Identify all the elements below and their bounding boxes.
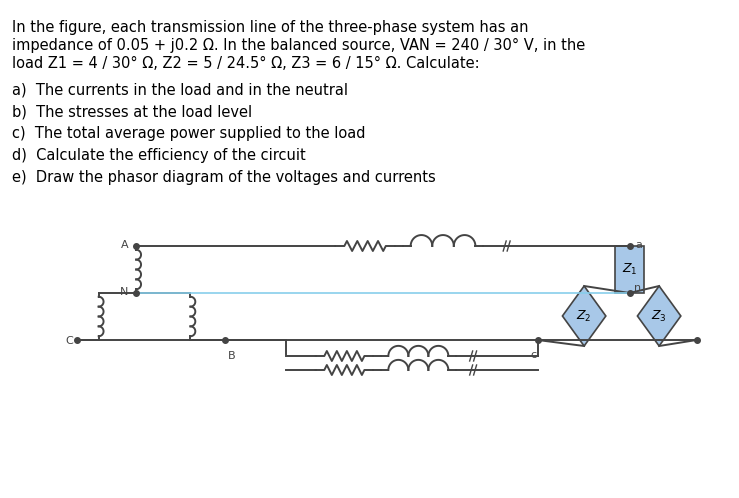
Text: a)  The currents in the load and in the neutral: a) The currents in the load and in the n… (12, 82, 348, 97)
Text: load Z1 = 4 / 30° Ω, Z2 = 5 / 24.5° Ω, Z3 = 6 / 15° Ω. Calculate:: load Z1 = 4 / 30° Ω, Z2 = 5 / 24.5° Ω, Z… (12, 56, 480, 71)
Text: $Z_2$: $Z_2$ (576, 308, 592, 324)
Text: d)  Calculate the efficiency of the circuit: d) Calculate the efficiency of the circu… (12, 148, 306, 163)
Text: c)  The total average power supplied to the load: c) The total average power supplied to t… (12, 126, 365, 141)
Text: c: c (531, 350, 537, 360)
Text: In the figure, each transmission line of the three-phase system has an: In the figure, each transmission line of… (12, 20, 528, 35)
Polygon shape (638, 286, 681, 346)
Text: n: n (635, 283, 641, 293)
Text: $Z_1$: $Z_1$ (621, 262, 637, 277)
Text: a: a (636, 240, 642, 250)
Text: e)  Draw the phasor diagram of the voltages and currents: e) Draw the phasor diagram of the voltag… (12, 170, 435, 185)
Text: C: C (65, 336, 73, 346)
Text: b)  The stresses at the load level: b) The stresses at the load level (12, 104, 252, 119)
Text: A: A (120, 240, 129, 250)
Text: impedance of 0.05 + j0.2 Ω. In the balanced source, VAN = 240 / 30° V, in the: impedance of 0.05 + j0.2 Ω. In the balan… (12, 38, 585, 53)
Text: N: N (120, 287, 129, 297)
Polygon shape (562, 286, 606, 346)
Text: B: B (228, 351, 236, 361)
Text: $Z_3$: $Z_3$ (651, 308, 667, 324)
FancyBboxPatch shape (615, 246, 644, 293)
